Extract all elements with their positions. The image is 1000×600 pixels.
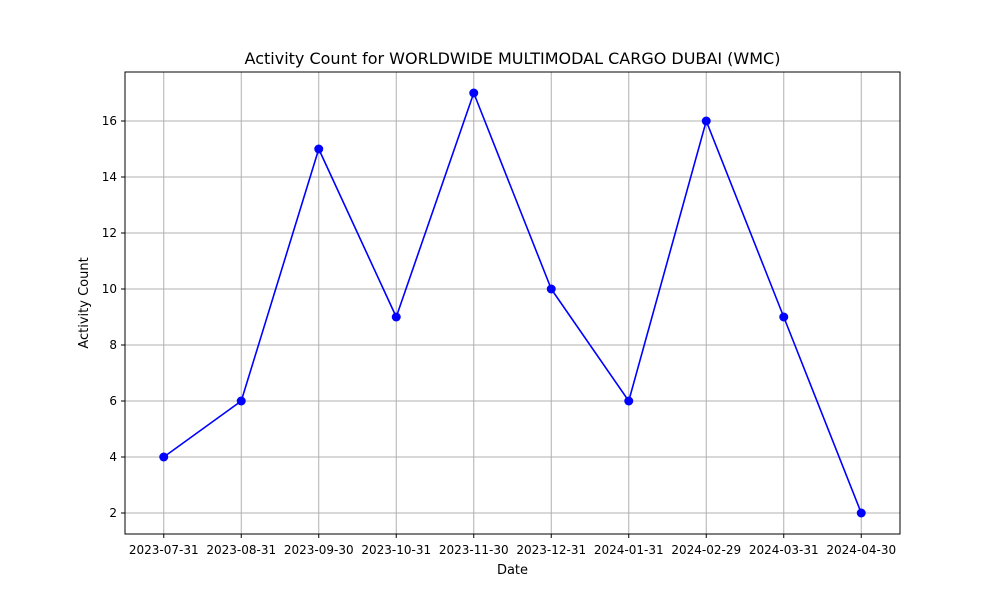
data-point [779,312,789,322]
data-point [546,284,556,294]
x-tick-label: 2023-10-31 [361,543,431,557]
x-tick-label: 2023-08-31 [206,543,276,557]
data-point [236,396,246,406]
series-layer [159,88,866,518]
x-tick-label: 2023-07-31 [129,543,199,557]
x-tick-label: 2023-11-30 [439,543,509,557]
x-tick-label: 2023-09-30 [284,543,354,557]
y-tick-label: 12 [102,226,117,240]
grid-layer [125,72,900,534]
data-point [624,396,634,406]
data-point [159,452,169,462]
data-point [391,312,401,322]
y-tick-label: 4 [109,450,117,464]
plot-area-frame [124,71,901,535]
chart-title: Activity Count for WORLDWIDE MULTIMODAL … [245,49,781,68]
tick-layer: 2023-07-31 2023-08-31 2023-09-30 2023-10-31… [102,114,896,557]
data-point [469,88,479,98]
y-tick-label: 6 [109,394,117,408]
y-tick-label: 10 [102,282,117,296]
y-axis-title: Activity Count [77,257,92,348]
data-point [856,508,866,518]
x-tick-label: 2024-03-31 [749,543,819,557]
data-point [314,144,324,154]
data-point [701,116,711,126]
y-tick-label: 2 [109,506,117,520]
x-tick-label: 2024-01-31 [594,543,664,557]
series-line [163,92,862,514]
x-tick-label: 2024-02-29 [671,543,741,557]
y-tick-label: 8 [109,338,117,352]
y-tick-label: 16 [102,114,117,128]
y-tick-label: 14 [102,170,117,184]
x-tick-label: 2024-04-30 [826,543,896,557]
x-tick-label: 2023-12-31 [516,543,586,557]
x-axis-title: Date [497,563,528,578]
